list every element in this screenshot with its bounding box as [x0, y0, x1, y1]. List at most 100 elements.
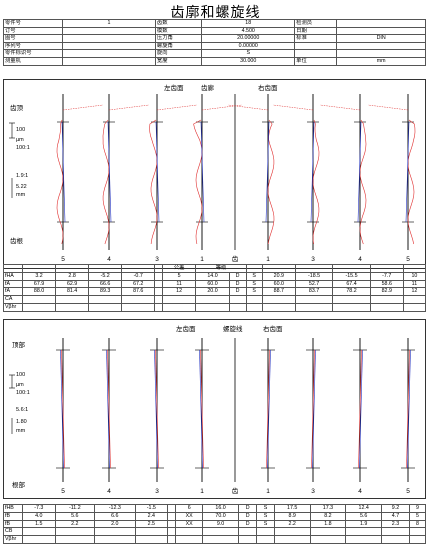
results-cell: 88.7 [261, 287, 296, 297]
results-cell: 8.2 [309, 511, 347, 521]
results-cell: -0.7 [121, 271, 156, 281]
results-cell [154, 302, 163, 312]
results-cell: 6 [175, 504, 204, 513]
helix-trace-blue [60, 349, 64, 469]
results-cell: 2.2 [54, 519, 96, 529]
helix-scale-100: 100 [16, 372, 25, 378]
helix-trace-blue [312, 349, 316, 469]
header-value [62, 56, 156, 66]
helix-tooth-number: 5 [406, 488, 410, 495]
results-cell: 62.9 [55, 279, 90, 289]
header-value [336, 41, 426, 51]
results-cell: -12.3 [94, 504, 136, 513]
header-value [62, 26, 156, 36]
profile-mid-label: 齿廊 [201, 83, 215, 92]
profile-leadin [367, 104, 409, 111]
results-cell: 2.2 [273, 519, 311, 529]
results-cell [294, 295, 334, 304]
results-cell: -1.5 [134, 504, 169, 513]
header-label: 测量机 [2, 56, 64, 66]
results-cell: fHA [3, 271, 23, 281]
results-cell [369, 295, 404, 304]
header-label: 日期 [294, 26, 338, 36]
profile-chart: 左齿面 齿廊 右齿面 齿顶 齿根 100 µm 100:1 1.9:1 5.22… [9, 83, 416, 263]
results-cell: Vβhr [3, 302, 23, 312]
profile-trace-red [407, 119, 416, 245]
results-cell: 70.0 [202, 511, 239, 521]
results-cell: 1.5 [22, 519, 56, 529]
header-row: 测量机 宽度 30.000 单位 mm [2, 56, 426, 66]
results-cell [121, 295, 156, 304]
helix-right-label: 右齿面 [263, 324, 283, 333]
header-label: 螺旋角 [154, 41, 203, 51]
header-row: 序列号 螺旋角 0.00000 [2, 41, 426, 51]
profile-leadin [156, 104, 198, 111]
helix-trace-red [406, 349, 410, 469]
results-cell [154, 295, 163, 304]
header-row: 图号 压力角 20.00000 标准 DIN [2, 34, 426, 43]
helix-scale-mm-val: 1.80 [16, 419, 27, 425]
header-value [336, 49, 426, 58]
results-cell [228, 302, 247, 312]
helix-trace-blue [106, 349, 110, 469]
scale-ratio: 100:1 [16, 145, 30, 151]
results-cell [195, 295, 230, 304]
results-cell: 12 [161, 287, 197, 297]
helix-trace-red [155, 349, 159, 469]
results-cell: 17.5 [273, 504, 311, 513]
results-cell: 78.2 [332, 287, 371, 297]
results-cell [134, 527, 169, 537]
results-row: Vβhr [3, 302, 427, 312]
results-cell [273, 535, 311, 544]
helix-chart: 左齿面 螺旋线 右齿面 顶部 根部 100 µm 100:1 5.6:1 1.8… [9, 324, 415, 495]
header-table: 零件号 1 齿数 18 检测员 订号 模数 4.500 日期 图号 压力角 20.00000 标准 DIN… [2, 19, 426, 66]
scale-100: 100 [16, 127, 25, 133]
report-title: 齿廓和螺旋线 [170, 5, 261, 21]
helix-trace-blue [359, 349, 363, 469]
results-cell: D [237, 511, 258, 521]
results-cell: D [237, 504, 258, 513]
results-cell: 2.8 [55, 271, 90, 281]
results-cell: 20.9 [261, 271, 296, 281]
results-header-cell [88, 264, 123, 273]
results-cell [54, 527, 96, 537]
helix-trace-red [358, 349, 362, 469]
results-cell: fA [3, 279, 23, 289]
helix-trace-blue [154, 349, 158, 469]
results-cell: 60.0 [195, 279, 230, 289]
results-row: CA [3, 295, 427, 304]
results-cell [408, 527, 427, 537]
results-cell: 12 [402, 287, 427, 297]
header-label: 宽度 [154, 56, 203, 66]
results-cell: 82.9 [369, 287, 404, 297]
results-cell: S [256, 519, 275, 529]
profile-tooth-number: 5 [406, 256, 410, 263]
profile-trace-red [359, 119, 367, 245]
profile-tooth-number: 4 [358, 256, 362, 263]
results-cell [88, 302, 123, 312]
helix-left-label: 左齿面 [176, 324, 196, 333]
results-row: fA 67.9 62.9 66.6 67.2 11 60.0 D S 60.0 52.7 67.4 58… [3, 279, 427, 289]
results-cell: 9.2 [381, 504, 410, 513]
header-label: 压力角 [154, 34, 203, 43]
results-cell: -7.7 [369, 271, 404, 281]
results-row: fHB -7.3 -11.2 -12.3 -1.5 6 16.0 D S 17.5 17.3 12.4… [3, 504, 427, 513]
header-label: 齿数 [154, 19, 203, 28]
results-cell: fB [3, 511, 23, 521]
results-cell: 11 [161, 279, 197, 289]
results-cell: 1.8 [309, 519, 347, 529]
profile-right-label: 右齿面 [258, 83, 278, 92]
header-label: 标准 [294, 34, 338, 43]
header-value [336, 19, 426, 28]
results-cell [167, 511, 177, 521]
results-header-cell [21, 264, 57, 273]
header-value [62, 41, 156, 51]
profile-leadin [272, 104, 314, 111]
results-cell [381, 535, 410, 544]
scale-mm-val: 5.22 [16, 184, 27, 190]
results-cell [22, 535, 56, 544]
results-cell [167, 527, 177, 537]
results-cell [237, 535, 258, 544]
results-cell: 6.6 [94, 511, 136, 521]
helix-scale-ratio: 100:1 [16, 390, 30, 396]
